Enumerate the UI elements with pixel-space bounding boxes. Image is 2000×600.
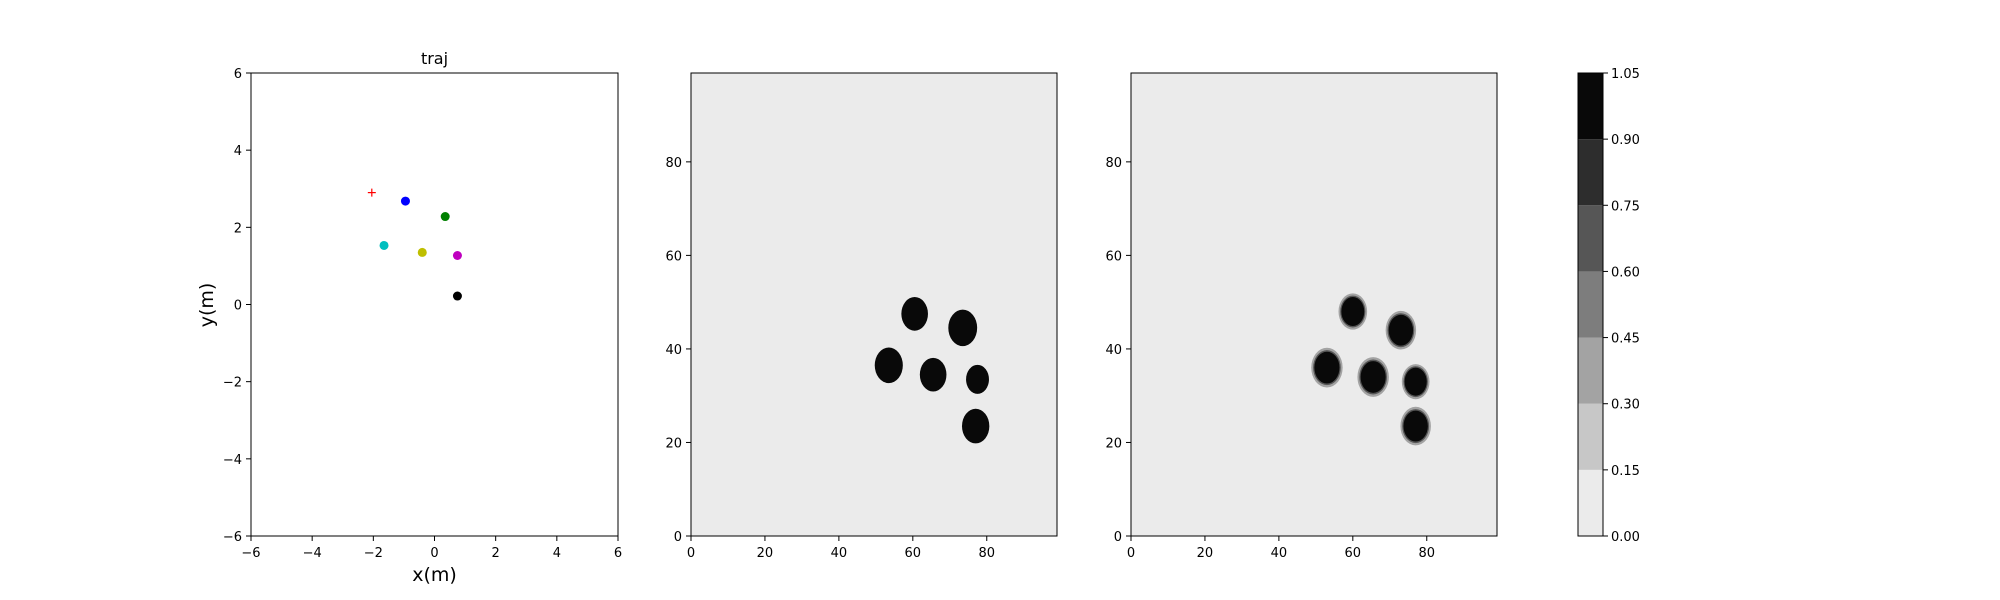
colorbar-band (1578, 337, 1603, 404)
traj-x-tick-label: 0 (430, 546, 438, 561)
traj-y-tick-label: 2 (234, 221, 242, 236)
traj-frame (250, 72, 619, 537)
traj-agent-point (400, 196, 410, 206)
traj-agent-point (417, 247, 427, 257)
map1-x-tick-label: 20 (757, 546, 774, 561)
traj-y-tick-label: 0 (234, 299, 242, 314)
colorbar-tick-label: 0.60 (1611, 265, 1640, 280)
map2-x-tick-label: 0 (1127, 546, 1135, 561)
traj-y-tick-label: −4 (223, 453, 242, 468)
colorbar-tick-label: 0.45 (1611, 332, 1640, 347)
traj-agent-point (379, 240, 389, 250)
traj-agent-point (452, 291, 462, 301)
map1-obstacle (948, 309, 978, 347)
map1-y-tick-label: 80 (665, 156, 682, 171)
traj-goal-marker (367, 188, 376, 197)
colorbar-tick-label: 1.05 (1611, 67, 1640, 82)
map1-frame (690, 72, 1058, 537)
occupancy-heatmap-1: 0 20 40 60 80 0 20 40 60 80 (665, 72, 1058, 561)
map2-x-tick-label: 60 (1345, 546, 1362, 561)
map1-x-tick-label: 0 (687, 546, 695, 561)
colorbar: 0.00 0.15 0.30 0.45 0.60 0.75 0.90 1.05 (1577, 67, 1640, 545)
map1-obstacle (919, 357, 947, 392)
map2-x-tick-label: 20 (1197, 546, 1214, 561)
map1-x-tick-label: 60 (905, 546, 922, 561)
map2-obstacle (1404, 367, 1427, 396)
traj-scatter-panel: −6 −4 −2 0 2 4 6 −6 −4 −2 0 2 4 6 traj x(m) y(m) (196, 49, 622, 586)
map2-obstacle (1388, 314, 1414, 346)
traj-x-axis-label: x(m) (412, 564, 457, 586)
colorbar-tick-label: 0.15 (1611, 464, 1640, 479)
traj-y-tick-label: 4 (234, 144, 242, 159)
map2-x-tick-label: 40 (1271, 546, 1288, 561)
traj-title: traj (421, 49, 448, 68)
map1-y-tick-label: 20 (665, 436, 682, 451)
colorbar-band (1578, 469, 1603, 536)
map1-y-tick-label: 0 (674, 530, 682, 545)
traj-agent-point (452, 250, 462, 260)
map2-obstacle (1360, 361, 1386, 393)
colorbar-tick-label: 0.30 (1611, 398, 1640, 413)
map1-obstacle (874, 347, 903, 384)
traj-x-tick-label: 2 (492, 546, 500, 561)
map1-x-tick-label: 80 (978, 546, 995, 561)
map2-y-tick-label: 60 (1105, 249, 1122, 264)
colorbar-band (1578, 403, 1603, 470)
occupancy-heatmap-2: 0 20 40 60 80 0 20 40 60 80 (1105, 72, 1498, 561)
colorbar-tick-label: 0.90 (1611, 133, 1640, 148)
traj-y-tick-label: −6 (223, 530, 242, 545)
colorbar-frame (1577, 72, 1604, 537)
colorbar-band (1578, 205, 1603, 272)
colorbar-tick-label: 0.75 (1611, 199, 1640, 214)
traj-x-tick-label: −4 (303, 546, 322, 561)
map1-y-tick-label: 60 (665, 249, 682, 264)
traj-x-tick-label: −6 (241, 546, 260, 561)
map2-background (1131, 73, 1497, 536)
map2-obstacle (1341, 297, 1365, 327)
map1-obstacle (901, 297, 928, 331)
map2-x-tick-label: 80 (1418, 546, 1435, 561)
traj-agent-point (440, 212, 450, 222)
map1-obstacle (961, 408, 990, 444)
map2-obstacle (1403, 410, 1428, 442)
traj-y-tick-label: 6 (234, 67, 242, 82)
traj-x-tick-label: 4 (553, 546, 561, 561)
colorbar-band (1578, 73, 1603, 140)
map2-y-tick-label: 0 (1114, 530, 1122, 545)
map2-y-tick-label: 40 (1105, 343, 1122, 358)
map2-y-tick-label: 80 (1105, 156, 1122, 171)
map2-y-tick-label: 20 (1105, 436, 1122, 451)
map1-obstacle (966, 364, 989, 394)
traj-y-axis-label: y(m) (196, 283, 218, 328)
map1-y-tick-label: 40 (665, 343, 682, 358)
traj-y-tick-label: −2 (223, 376, 242, 391)
traj-x-tick-label: 6 (614, 546, 622, 561)
map2-obstacle (1314, 351, 1340, 384)
colorbar-tick-label: 0.00 (1611, 530, 1640, 545)
traj-x-tick-label: −2 (364, 546, 383, 561)
colorbar-band (1578, 271, 1603, 338)
colorbar-band (1578, 139, 1603, 206)
map1-background (691, 73, 1057, 536)
traj-plot-area (251, 73, 618, 536)
map1-x-tick-label: 40 (831, 546, 848, 561)
map2-frame (1130, 72, 1498, 537)
